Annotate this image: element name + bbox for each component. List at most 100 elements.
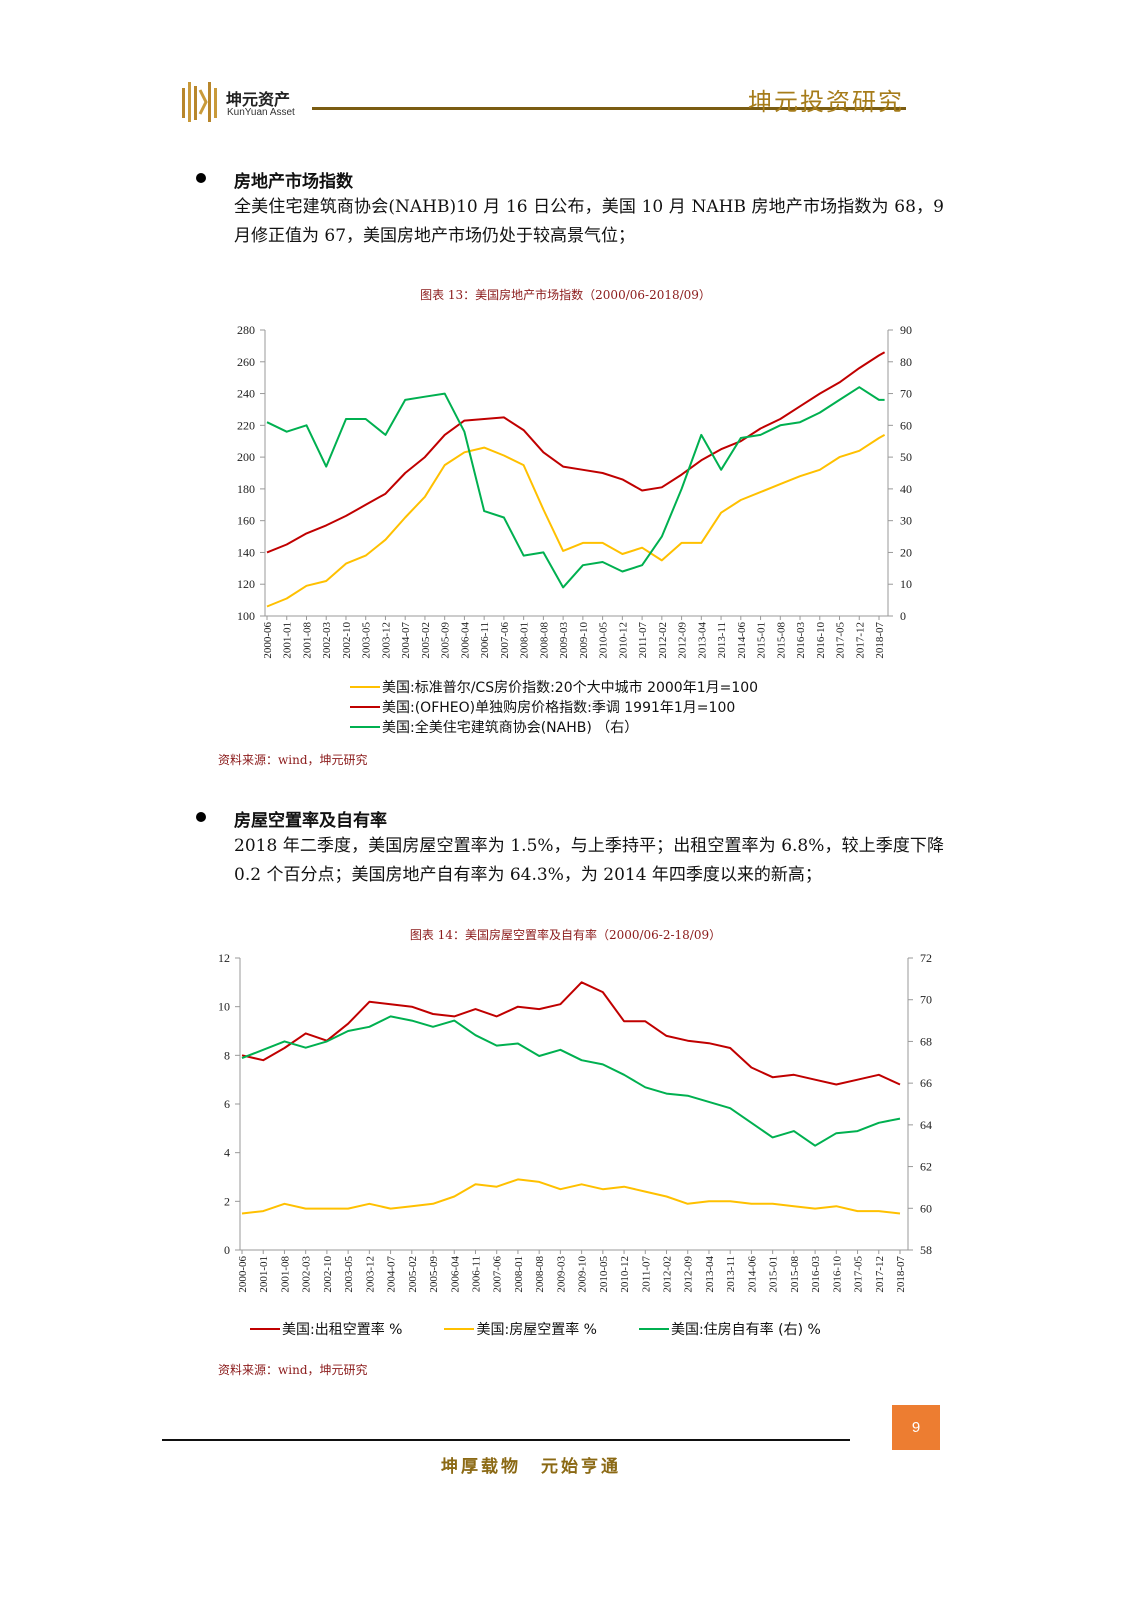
legend-item: 美国:(OFHEO)单独购房价格指数:季调 1991年1月=100 [350,697,758,717]
x-tick-label: 2008-08 [538,622,550,659]
y-left-tick-label: 12 [218,951,230,965]
x-tick-label: 2002-03 [321,622,333,659]
footer-rule [162,1439,850,1441]
legend-item: 美国:标准普尔/CS房价指数:20个大中城市 2000年1月=100 [350,677,758,697]
footer-motto: 坤厚载物 元始亨通 [441,1457,621,1477]
x-tick-label: 2002-10 [341,622,353,659]
chart-caption: 图表 13：美国房地产市场指数（2000/06-2018/09） [420,288,711,302]
x-tick-label: 2012-02 [662,1256,674,1293]
bullet-icon [196,173,206,183]
y-right-tick-label: 0 [900,609,906,623]
x-tick-label: 2004-07 [400,622,412,659]
x-tick-label: 2017-12 [874,1256,886,1293]
chart-legend: 美国:标准普尔/CS房价指数:20个大中城市 2000年1月=100 美国:(O… [350,677,758,737]
y-right-tick-label: 30 [900,514,912,528]
chart-legend: 美国:出租空置率 % 美国:房屋空置率 % 美国:住房自有率 (右) % [250,1319,821,1339]
y-left-tick-label: 2 [224,1194,230,1208]
x-tick-label: 2013-11 [716,622,728,658]
x-tick-label: 2013-11 [725,1256,737,1292]
legend-label: 美国:全美住宅建筑商协会(NAHB) （右） [382,720,639,736]
chart-housing-market-index: 100 120 140 160 180 200 220 240 260 280 0 10 20 30 40 5… [237,323,912,659]
x-tick-label: 2013-04 [704,1256,716,1293]
x-tick-label: 2017-05 [853,1256,865,1293]
legend-label: 美国:(OFHEO)单独购房价格指数:季调 1991年1月=100 [382,700,736,716]
legend-item: 美国:房屋空置率 % [444,1319,597,1339]
header-title: 坤元投资研究 [748,88,904,116]
x-tick-label: 2006-04 [459,622,471,659]
y-right-tick-label: 90 [900,323,912,337]
y-right-tick-label: 70 [920,993,932,1007]
x-tick-label: 2001-08 [279,1256,291,1293]
x-tick-label: 2001-08 [301,622,313,659]
x-tick-label: 2012-02 [657,622,669,659]
legend-label: 美国:房屋空置率 % [476,1322,597,1338]
y-left-tick-label: 220 [237,418,255,432]
y-left-tick-label: 180 [237,482,255,496]
series-line [266,434,886,608]
x-tick-label: 2011-07 [637,622,649,659]
legend-item: 美国:住房自有率 (右) % [638,1319,821,1339]
kunyuan-logo-icon [182,82,217,122]
legend-item: 美国:全美住宅建筑商协会(NAHB) （右） [350,717,758,737]
x-tick-label: 2015-08 [775,622,787,659]
chart-caption: 图表 14：美国房屋空置率及自有率（2000/06-2-18/09） [409,928,722,942]
x-tick-label: 2011-07 [640,1256,652,1293]
x-tick-label: 2003-12 [364,1256,376,1293]
series-line [241,1178,901,1215]
x-tick-label: 2003-05 [361,622,373,659]
x-tick-label: 2007-06 [492,1256,504,1293]
header-rule [312,107,906,110]
y-right-tick-label: 60 [920,1201,932,1215]
x-tick-label: 2008-01 [513,1256,525,1293]
x-tick-label: 2017-05 [835,622,847,659]
section-paragraph: 全美住宅建筑商协会(NAHB)10 月 16 日公布，美国 10 月 NAHB … [234,197,944,246]
chart-source: 资料来源：wind，坤元研究 [218,753,368,767]
x-tick-label: 2010-12 [617,622,629,659]
x-tick-label: 2006-04 [449,1256,461,1293]
legend-item: 美国:出租空置率 % [250,1319,402,1339]
x-tick-label: 2007-06 [499,622,511,659]
y-left-tick-label: 8 [224,1048,230,1062]
y-left-tick-label: 140 [237,545,255,559]
y-left-tick-label: 280 [237,323,255,337]
legend-label: 美国:标准普尔/CS房价指数:20个大中城市 2000年1月=100 [382,680,759,696]
x-tick-label: 2002-03 [301,1256,313,1293]
section-heading: 房地产市场指数 [234,172,353,192]
section-paragraph: 2018 年二季度，美国房屋空置率为 1.5%，与上季持平；出租空置率为 6.8… [234,836,944,885]
x-tick-label: 2016-10 [815,622,827,659]
x-tick-label: 2010-05 [598,1256,610,1293]
y-right-tick-label: 40 [900,482,912,496]
x-tick-label: 2006-11 [479,622,491,658]
x-tick-label: 2005-09 [428,1256,440,1293]
y-right-tick-label: 20 [900,545,912,559]
series-line [241,1015,901,1147]
x-tick-label: 2014-06 [746,1256,758,1293]
x-tick-label: 2001-01 [282,622,294,659]
y-right-tick-label: 10 [900,577,912,591]
x-tick-label: 2008-01 [519,622,531,659]
x-tick-label: 2018-07 [895,1256,907,1293]
x-tick-label: 2003-05 [343,1256,355,1293]
x-tick-label: 2002-10 [322,1256,334,1293]
y-right-tick-label: 64 [920,1118,932,1132]
y-left-tick-label: 100 [237,609,255,623]
x-tick-label: 2001-01 [258,1256,270,1293]
y-left-tick-label: 0 [224,1243,230,1257]
y-right-tick-label: 62 [920,1160,932,1174]
x-tick-label: 2005-02 [407,1256,419,1293]
legend-label: 美国:住房自有率 (右) % [670,1322,821,1338]
x-tick-label: 2004-07 [386,1256,398,1293]
x-tick-label: 2010-05 [598,622,610,659]
x-tick-label: 2009-03 [555,1256,567,1293]
logo-text-cn: 坤元资产 [226,90,291,109]
x-tick-label: 2006-11 [470,1256,482,1292]
x-tick-label: 2003-12 [380,622,392,659]
y-left-tick-label: 160 [237,514,255,528]
x-tick-label: 2016-10 [831,1256,843,1293]
x-tick-label: 2016-03 [810,1256,822,1293]
y-right-tick-label: 60 [900,418,912,432]
chart-source: 资料来源：wind，坤元研究 [218,1363,368,1377]
series-line [266,351,886,554]
x-tick-label: 2009-10 [578,622,590,659]
y-right-tick-label: 70 [900,387,912,401]
